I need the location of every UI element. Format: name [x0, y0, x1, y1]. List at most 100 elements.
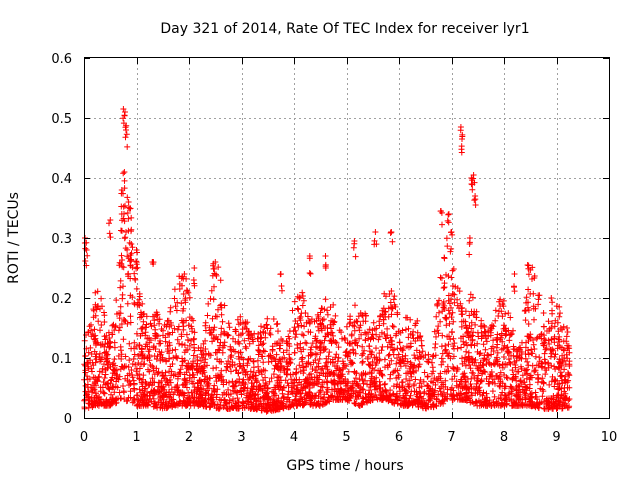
data-point: [320, 316, 327, 323]
data-point: [179, 282, 185, 289]
data-point: [317, 309, 324, 316]
data-point: [486, 401, 493, 408]
data-point: [515, 368, 522, 375]
data-point: [307, 346, 314, 353]
data-point: [448, 274, 455, 281]
data-point: [181, 376, 188, 383]
data-point: [215, 306, 221, 313]
data-point: [300, 297, 307, 304]
data-point: [138, 325, 145, 332]
data-point: [418, 383, 425, 390]
data-point: [142, 385, 149, 392]
data-point: [508, 385, 515, 392]
data-point: [263, 321, 270, 328]
y-tick-label: 0.4: [51, 172, 72, 187]
x-tick-label: 4: [290, 430, 298, 445]
data-point: [439, 350, 446, 357]
data-point: [466, 312, 473, 319]
data-point: [311, 392, 318, 399]
data-point: [548, 336, 555, 343]
data-point: [494, 400, 501, 407]
data-point: [396, 359, 403, 366]
data-point: [444, 363, 451, 370]
data-point: [334, 393, 341, 400]
data-point: [191, 387, 198, 394]
data-point: [559, 326, 566, 333]
data-point: [464, 342, 471, 349]
data-point: [560, 357, 567, 364]
data-point: [120, 316, 127, 323]
data-point: [467, 291, 474, 298]
data-point: [500, 345, 507, 352]
data-point: [257, 338, 264, 345]
data-point: [344, 353, 351, 360]
data-point: [556, 336, 563, 343]
data-point: [186, 374, 193, 381]
data-point: [85, 388, 92, 395]
data-point: [391, 346, 398, 353]
data-point: [202, 322, 209, 329]
data-point: [191, 335, 198, 342]
data-point: [273, 340, 280, 347]
data-point: [178, 331, 185, 338]
data-point: [412, 376, 419, 383]
data-point: [475, 333, 482, 340]
data-point: [487, 373, 494, 380]
data-point: [323, 399, 329, 406]
data-point: [445, 292, 452, 299]
data-point: [510, 352, 517, 359]
data-point: [394, 311, 401, 318]
data-point: [213, 372, 219, 379]
data-point: [92, 301, 99, 308]
x-tick-labels: 0 1 2 3 4 5 6 7 8 9 10: [80, 430, 617, 445]
data-point: [187, 364, 194, 371]
data-point: [436, 309, 442, 316]
data-point: [551, 339, 558, 346]
data-point: [118, 227, 124, 234]
data-point: [527, 335, 534, 341]
data-point: [190, 360, 197, 367]
data-point: [116, 262, 123, 269]
data-point: [190, 317, 197, 324]
data-point: [91, 395, 98, 401]
data-point: [275, 406, 281, 413]
data-point: [445, 219, 452, 226]
data-point: [444, 217, 451, 224]
data-point: [553, 392, 560, 399]
x-tick-label: 7: [447, 430, 455, 445]
data-point: [417, 376, 424, 383]
data-point: [247, 389, 254, 396]
data-point: [566, 358, 573, 365]
data-point: [174, 299, 181, 306]
data-point: [146, 357, 153, 364]
data-point: [117, 284, 124, 291]
data-point: [555, 386, 562, 393]
data-point: [493, 354, 500, 361]
data-point: [250, 358, 257, 364]
data-point: [422, 352, 429, 359]
data-point: [250, 369, 257, 376]
data-point: [191, 347, 198, 354]
data-point: [127, 388, 134, 395]
data-point: [529, 401, 536, 408]
x-tick-label: 9: [552, 430, 560, 445]
data-point: [465, 353, 472, 360]
data-point: [245, 394, 252, 401]
data-point: [140, 318, 147, 325]
data-point: [317, 320, 324, 327]
data-point: [281, 369, 288, 376]
data-point: [214, 349, 220, 356]
data-point: [551, 354, 558, 360]
data-point: [122, 134, 129, 141]
data-point: [215, 346, 222, 353]
data-point: [88, 351, 95, 357]
data-point: [483, 390, 490, 397]
data-point: [474, 389, 481, 396]
data-point: [446, 300, 453, 307]
data-point: [120, 336, 127, 343]
data-point: [376, 378, 383, 385]
data-point: [92, 342, 99, 348]
data-point: [491, 376, 498, 383]
data-point: [270, 371, 277, 378]
data-point: [134, 264, 141, 271]
